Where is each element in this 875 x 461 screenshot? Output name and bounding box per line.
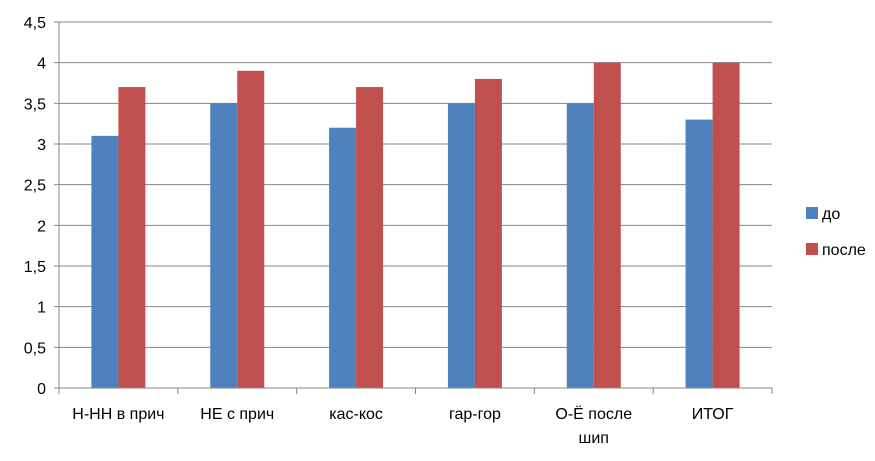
- y-tick-label: 4: [37, 56, 46, 73]
- bars: [91, 62, 740, 389]
- y-tick-labels: 0 0,5 1 1,5 2 2,5 3 3,5 4 4,5: [24, 15, 46, 398]
- y-tick-label: 2: [37, 218, 46, 235]
- axes: [54, 21, 773, 394]
- x-tick-label: гар-гор: [449, 406, 501, 423]
- y-tick-label: 3: [37, 137, 46, 154]
- bar-before: [566, 103, 594, 388]
- bar-before: [210, 103, 238, 388]
- legend-label: после: [822, 242, 866, 259]
- x-tick-label: ИТОГ: [692, 406, 734, 423]
- legend-swatch: [806, 243, 818, 255]
- y-tick-label: 0: [37, 381, 46, 398]
- bar-after: [593, 62, 621, 389]
- bar-before: [91, 135, 119, 388]
- legend-label: до: [822, 206, 840, 223]
- x-tick-label: О-Ё после: [555, 405, 632, 423]
- y-tick-label: 4,5: [24, 15, 46, 32]
- x-tick-labels: Н-НН в прич НЕ с прич кас-кос гар-гор О-Ё по…: [72, 405, 733, 447]
- bar-after: [712, 62, 740, 389]
- bar-after: [474, 78, 502, 388]
- x-tick-label: НЕ с прич: [200, 406, 274, 423]
- bar-after: [118, 87, 146, 389]
- legend-swatch: [806, 207, 818, 219]
- x-tick-label: Н-НН в прич: [72, 406, 164, 423]
- legend: до после: [806, 206, 866, 259]
- y-tick-label: 1: [37, 300, 46, 317]
- y-tick-label: 3,5: [24, 96, 46, 113]
- x-tick-label: кас-кос: [329, 406, 383, 423]
- y-tick-label: 2,5: [24, 178, 46, 195]
- bar-before: [447, 103, 475, 388]
- bar-after: [356, 87, 384, 389]
- gridlines: [59, 21, 772, 348]
- bar-before: [329, 127, 357, 388]
- y-tick-label: 1,5: [24, 259, 46, 276]
- bar-after: [237, 70, 265, 389]
- y-tick-label: 0,5: [24, 340, 46, 357]
- bar-before: [685, 119, 713, 388]
- x-tick-label: шип: [579, 430, 609, 447]
